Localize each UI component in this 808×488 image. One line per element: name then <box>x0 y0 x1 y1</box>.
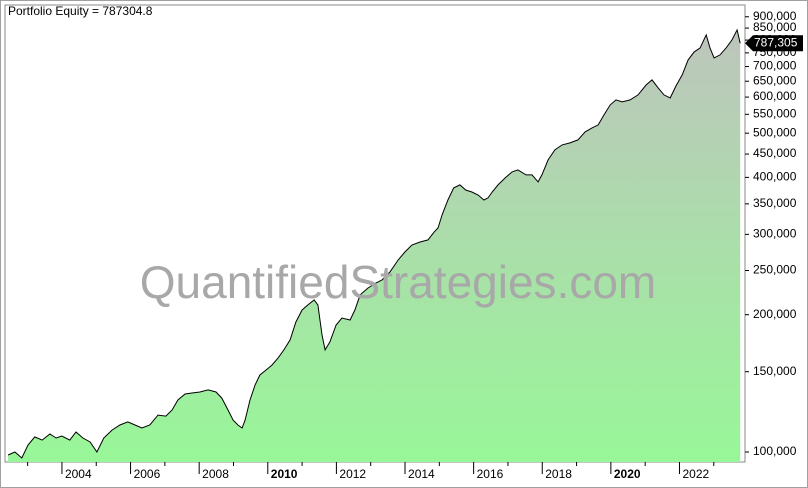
y-tick-label: 150,000 <box>753 364 797 378</box>
y-tick-label: 650,000 <box>753 73 797 87</box>
y-tick-label: 600,000 <box>753 89 797 103</box>
y-tick-label: 350,000 <box>753 196 797 210</box>
last-value-label: 787,305 <box>754 35 798 49</box>
x-tick-label: 2022 <box>682 467 709 481</box>
y-tick-label: 900,000 <box>753 9 797 23</box>
last-value-tag <box>745 35 803 52</box>
y-tick-label: 700,000 <box>753 59 797 73</box>
x-tick-label: 2016 <box>477 467 504 481</box>
y-tick-label: 250,000 <box>753 263 797 277</box>
y-tick-label: 300,000 <box>753 227 797 241</box>
y-tick-label: 550,000 <box>753 106 797 120</box>
x-tick-label: 2006 <box>134 467 161 481</box>
equity-line <box>7 28 741 459</box>
x-tick-label: 2008 <box>202 467 229 481</box>
x-tick-label: 2014 <box>408 467 435 481</box>
y-tick-label: 100,000 <box>753 444 797 458</box>
chart-title: Portfolio Equity = 787304.8 <box>8 4 153 18</box>
y-tick-label: 500,000 <box>753 125 797 139</box>
x-tick-label: 2004 <box>65 467 92 481</box>
y-tick-label: 450,000 <box>753 146 797 160</box>
x-tick-label: 2012 <box>339 467 366 481</box>
x-tick-label: 2018 <box>545 467 572 481</box>
x-tick-label: 2020 <box>614 467 641 481</box>
x-tick-label: 2010 <box>271 467 298 481</box>
plot <box>7 28 741 462</box>
watermark: QuantifiedStrategies.com <box>140 256 657 308</box>
y-tick-label: 850,000 <box>753 20 797 34</box>
y-tick-label: 400,000 <box>753 170 797 184</box>
y-tick-label: 200,000 <box>753 307 797 321</box>
equity-area <box>8 29 741 462</box>
